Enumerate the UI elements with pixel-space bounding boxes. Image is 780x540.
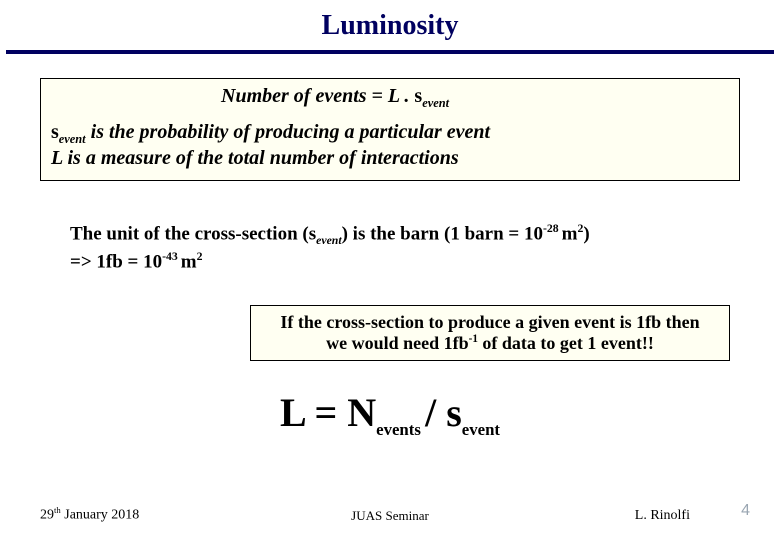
slide-number: 4 (741, 502, 750, 520)
sigma-subscript: event (422, 96, 449, 110)
eq-text: Number of events = L (221, 85, 404, 107)
luminosity-formula: L = Nevents / sevent (0, 389, 780, 440)
title-underline (6, 50, 774, 54)
sigma-subscript: event (59, 132, 86, 146)
definition-box: Number of events = L . sevent sevent is … (40, 78, 740, 181)
sigma-definition: sevent is the probability of producing a… (51, 121, 729, 147)
sigma-symbol: s (309, 223, 316, 244)
sigma-symbol: s (51, 121, 59, 143)
sigma-symbol: s (446, 390, 462, 435)
equation-events: Number of events = L . sevent (51, 85, 729, 121)
l-definition: L is a measure of the total number of in… (51, 147, 729, 170)
footer-date: 29th January 2018 (40, 505, 139, 524)
barn-line: The unit of the cross-section (sevent) i… (70, 221, 730, 249)
slide-title: Luminosity (0, 0, 780, 50)
example-line1: If the cross-section to produce a given … (261, 312, 719, 333)
def-text: is the probability of producing a partic… (86, 121, 490, 143)
unit-explanation: The unit of the cross-section (sevent) i… (70, 221, 730, 275)
femtobarn-line: => 1fb = 10-43 m2 (70, 249, 730, 275)
sigma-subscript: event (462, 420, 500, 439)
sigma-subscript: event (316, 234, 341, 247)
footer-seminar: JUAS Seminar (351, 508, 429, 524)
dot: . (404, 85, 414, 107)
example-line2: we would need 1fb-1 of data to get 1 eve… (261, 333, 719, 354)
footer-author: L. Rinolfi (635, 508, 690, 524)
n-subscript: events (376, 420, 425, 439)
example-box: If the cross-section to produce a given … (250, 305, 730, 361)
